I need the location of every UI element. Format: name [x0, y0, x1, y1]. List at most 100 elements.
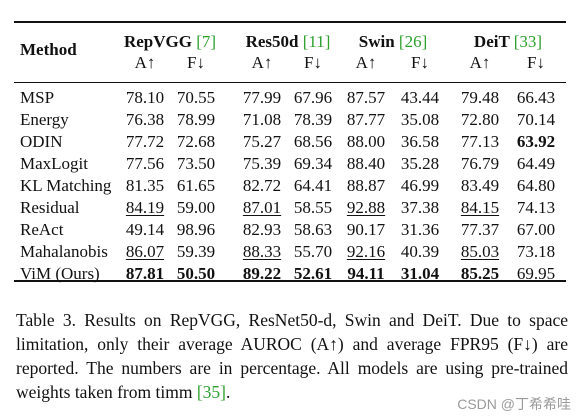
table-cell: 58.55 [293, 198, 333, 217]
table-cell: 61.65 [176, 176, 216, 195]
table-cell: 94.11 [347, 264, 385, 283]
table-cell: 66.43 [516, 88, 556, 107]
table-top-rule [14, 21, 566, 23]
group-citation[interactable]: [7] [196, 32, 217, 51]
row-method-label: ViM (Ours) [20, 264, 100, 283]
group-header: Swin [26] [333, 32, 453, 52]
table-cell: 40.39 [400, 242, 440, 261]
table-cell: 70.55 [176, 88, 216, 107]
table-cell: 76.79 [460, 154, 500, 173]
table-cell: 55.70 [293, 242, 333, 261]
group-header: Res50d [11] [228, 32, 348, 52]
group-name: Res50d [245, 32, 299, 51]
table-bottom-rule [14, 280, 566, 282]
table-cell: 87.77 [346, 110, 386, 129]
table-cell: 70.14 [516, 110, 556, 129]
table-cell: 87.81 [125, 264, 165, 283]
table-cell: 49.14 [125, 220, 165, 239]
row-method-label: MSP [20, 88, 55, 107]
table-cell: 71.08 [242, 110, 282, 129]
table-caption: Table 3. Results on RepVGG, ResNet50-d, … [16, 308, 568, 404]
table-cell: 84.15 [460, 198, 500, 217]
table-cell: 77.13 [460, 132, 500, 151]
group-header: RepVGG [7] [110, 32, 230, 52]
table-cell: 77.99 [242, 88, 282, 107]
group-name: RepVGG [123, 32, 192, 51]
table-cell: 89.22 [242, 264, 282, 283]
table-cell: 82.93 [242, 220, 282, 239]
table-cell: 98.96 [176, 220, 216, 239]
group-citation[interactable]: [11] [302, 32, 331, 51]
table-cell: 46.99 [400, 176, 440, 195]
table-cell: 73.50 [176, 154, 216, 173]
table-cell: 88.87 [346, 176, 386, 195]
table-cell: 72.68 [176, 132, 216, 151]
table-cell: 35.28 [400, 154, 440, 173]
metric-subheader: A↑ [134, 53, 156, 72]
metric-subheader: A↑ [469, 53, 491, 72]
table-cell: 59.00 [176, 198, 216, 217]
caption-citation[interactable]: [35] [196, 382, 226, 402]
metric-subheader: F↓ [304, 53, 322, 72]
watermark: CSDN @丁希希哇 [457, 396, 571, 412]
group-citation[interactable]: [33] [513, 32, 543, 51]
table-cell: 84.19 [125, 198, 165, 217]
table-cell: 79.48 [460, 88, 500, 107]
table-cell: 81.35 [125, 176, 165, 195]
group-header: DeiT [33] [448, 32, 568, 52]
table-cell: 69.34 [293, 154, 333, 173]
table-cell: 50.50 [176, 264, 216, 283]
method-header: Method [20, 40, 77, 59]
metric-subheader: F↓ [187, 53, 205, 72]
caption-text: Table 3. Results on RepVGG, ResNet50-d, … [16, 310, 568, 402]
table-cell: 77.72 [125, 132, 165, 151]
row-method-label: Mahalanobis [20, 242, 108, 261]
table-cell: 35.08 [400, 110, 440, 129]
group-name: Swin [358, 32, 395, 51]
table-cell: 77.37 [460, 220, 500, 239]
row-method-label: ReAct [20, 220, 64, 239]
row-method-label: MaxLogit [20, 154, 88, 173]
table-cell: 92.88 [346, 198, 386, 217]
table-cell: 75.39 [242, 154, 282, 173]
table-cell: 37.38 [400, 198, 440, 217]
table-cell: 90.17 [346, 220, 386, 239]
table-cell: 88.00 [346, 132, 386, 151]
row-method-label: ODIN [20, 132, 63, 151]
table-cell: 64.49 [516, 154, 556, 173]
table-cell: 31.04 [400, 264, 440, 283]
table-cell: 64.80 [516, 176, 556, 195]
row-method-label: Residual [20, 198, 80, 217]
metric-subheader: F↓ [411, 53, 429, 72]
table-cell: 85.25 [460, 264, 500, 283]
table-cell: 87.01 [242, 198, 282, 217]
caption-end: . [225, 382, 231, 402]
table-cell: 59.39 [176, 242, 216, 261]
table-cell: 75.27 [242, 132, 282, 151]
table-cell: 58.63 [293, 220, 333, 239]
table-cell: 72.80 [460, 110, 500, 129]
table-cell: 77.56 [125, 154, 165, 173]
group-name: DeiT [473, 32, 510, 51]
table-cell: 76.38 [125, 110, 165, 129]
table-cell: 74.13 [516, 198, 556, 217]
table-cell: 78.99 [176, 110, 216, 129]
metric-subheader: A↑ [251, 53, 273, 72]
table-cell: 88.40 [346, 154, 386, 173]
table-cell: 86.07 [125, 242, 165, 261]
table-cell: 73.18 [516, 242, 556, 261]
group-citation[interactable]: [26] [398, 32, 428, 51]
row-method-label: Energy [20, 110, 69, 129]
table-cell: 92.16 [346, 242, 386, 261]
table-cell: 87.57 [346, 88, 386, 107]
metric-subheader: F↓ [527, 53, 545, 72]
table-cell: 82.72 [242, 176, 282, 195]
table-cell: 36.58 [400, 132, 440, 151]
metric-subheader: A↑ [355, 53, 377, 72]
table-cell: 43.44 [400, 88, 440, 107]
table-cell: 78.39 [293, 110, 333, 129]
table-cell: 83.49 [460, 176, 500, 195]
table-cell: 52.61 [293, 264, 333, 283]
table-cell: 31.36 [400, 220, 440, 239]
table-cell: 68.56 [293, 132, 333, 151]
